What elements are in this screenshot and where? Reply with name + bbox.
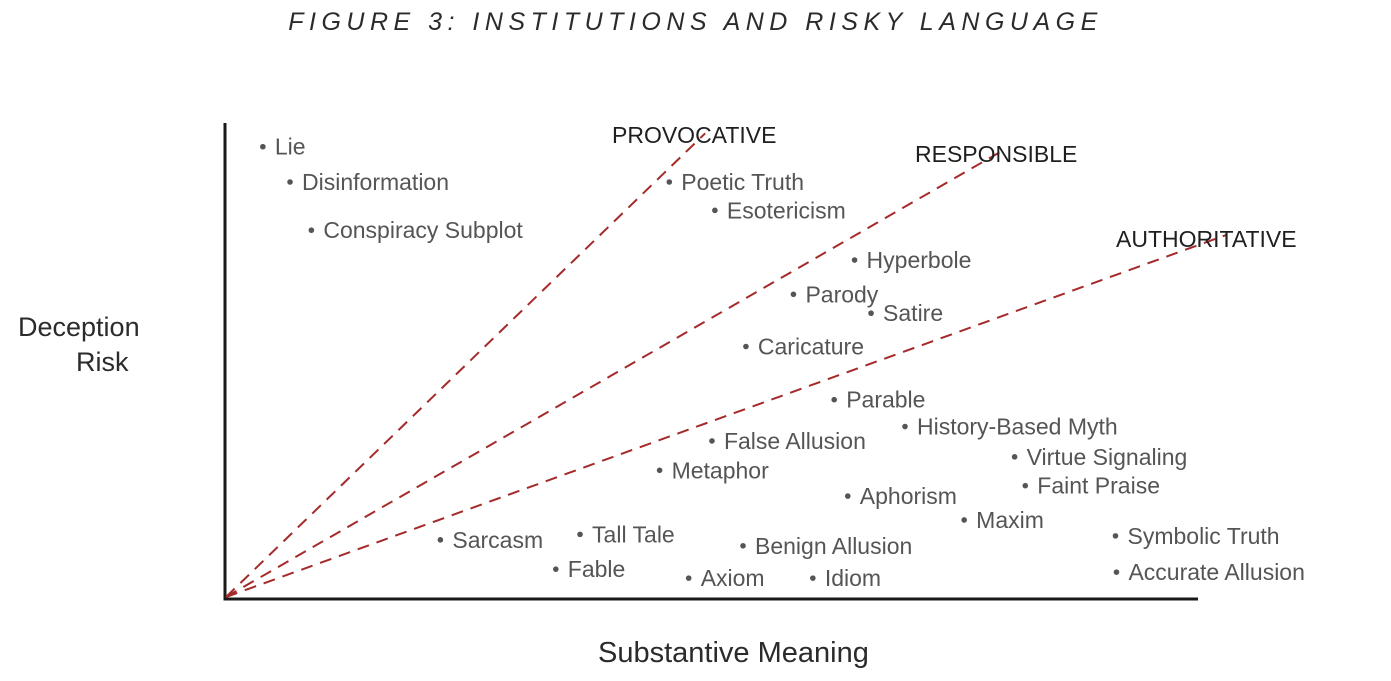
y-axis-label-line-1: Deception bbox=[18, 312, 140, 342]
data-point-label: Metaphor bbox=[672, 457, 770, 483]
data-point-marker bbox=[577, 531, 583, 538]
data-point-idiom: Idiom bbox=[810, 565, 881, 591]
data-point-marker bbox=[831, 396, 837, 403]
data-point-marker bbox=[553, 566, 559, 572]
data-point-label: Sarcasm bbox=[452, 527, 543, 553]
data-point-marker bbox=[712, 207, 718, 214]
data-point-tall-tale: Tall Tale bbox=[577, 521, 675, 547]
chart-title: FIGURE 3: INSTITUTIONS AND RISKY LANGUAG… bbox=[288, 8, 1103, 36]
data-point-axiom: Axiom bbox=[685, 565, 765, 591]
data-point-label: Fable bbox=[568, 556, 626, 582]
data-point-marker bbox=[810, 575, 816, 581]
data-point-label: Accurate Allusion bbox=[1128, 559, 1304, 585]
data-point-marker bbox=[1022, 482, 1029, 489]
y-axis-label-line-2: Risk bbox=[76, 347, 129, 377]
data-point-poetic-truth: Poetic Truth bbox=[666, 169, 804, 195]
reference-lines: PROVOCATIVE RESPONSIBLE AUTHORITATIVE bbox=[225, 122, 1297, 598]
data-point-lie: Lie bbox=[260, 134, 306, 160]
data-point-label: False Allusion bbox=[724, 428, 866, 454]
data-point-marker bbox=[666, 179, 673, 185]
data-point-accurate-allusion: Accurate Allusion bbox=[1113, 559, 1305, 585]
data-points: Lie Disinformation Conspiracy Subplot Poeti… bbox=[260, 134, 1305, 591]
data-point-marker bbox=[709, 438, 715, 444]
data-point-label: Faint Praise bbox=[1037, 473, 1160, 499]
data-point-label: Lie bbox=[275, 134, 306, 160]
data-point-parable: Parable bbox=[831, 387, 925, 413]
data-point-label: Benign Allusion bbox=[755, 533, 912, 559]
data-point-fable: Fable bbox=[553, 556, 625, 582]
data-point-marker bbox=[790, 291, 797, 298]
data-point-marker bbox=[1011, 454, 1018, 460]
data-point-marker bbox=[685, 575, 692, 581]
data-point-label: Axiom bbox=[701, 565, 765, 591]
data-point-marker bbox=[260, 143, 266, 150]
data-point-label: Esotericism bbox=[727, 197, 846, 223]
x-axis-label: Substantive Meaning bbox=[598, 637, 869, 669]
data-point-label: History-Based Myth bbox=[917, 414, 1118, 440]
data-point-label: Idiom bbox=[825, 565, 881, 591]
data-point-hyperbole: Hyperbole bbox=[851, 247, 972, 273]
axes bbox=[223, 123, 1198, 601]
data-point-marker bbox=[961, 517, 967, 523]
data-point-label: Symbolic Truth bbox=[1127, 523, 1279, 549]
data-point-parody: Parody bbox=[790, 281, 879, 307]
data-point-marker bbox=[1113, 569, 1120, 575]
reference-line-label-responsible: RESPONSIBLE bbox=[915, 141, 1077, 167]
data-point-metaphor: Metaphor bbox=[656, 457, 770, 483]
data-point-marker bbox=[902, 423, 908, 430]
data-point-label: Satire bbox=[883, 300, 943, 326]
data-point-conspiracy-subplot: Conspiracy Subplot bbox=[308, 217, 523, 243]
reference-line-label-provocative: PROVOCATIVE bbox=[612, 122, 776, 148]
data-point-false-allusion: False Allusion bbox=[709, 428, 866, 454]
data-point-marker bbox=[844, 493, 851, 499]
data-point-label: Parody bbox=[805, 281, 878, 307]
data-point-caricature: Caricature bbox=[743, 334, 864, 360]
data-point-marker bbox=[740, 543, 746, 549]
data-point-marker bbox=[437, 537, 444, 543]
data-point-label: Conspiracy Subplot bbox=[323, 217, 523, 243]
data-point-marker bbox=[656, 467, 663, 474]
y-axis-label: Deception Risk bbox=[18, 310, 218, 380]
data-point-label: Caricature bbox=[758, 334, 864, 360]
data-point-marker bbox=[308, 227, 315, 234]
data-point-label: Maxim bbox=[976, 507, 1044, 533]
data-point-label: Aphorism bbox=[860, 483, 957, 509]
data-point-marker bbox=[743, 343, 749, 350]
data-point-label: Disinformation bbox=[302, 169, 449, 195]
reference-line-responsible bbox=[225, 147, 1007, 598]
data-point-symbolic-truth: Symbolic Truth bbox=[1112, 523, 1280, 549]
data-point-maxim: Maxim bbox=[961, 507, 1044, 533]
data-point-marker bbox=[287, 179, 293, 185]
data-point-history-based-myth: History-Based Myth bbox=[902, 414, 1118, 440]
data-point-esotericism: Esotericism bbox=[712, 197, 846, 223]
data-point-label: Poetic Truth bbox=[681, 169, 804, 195]
data-point-label: Virtue Signaling bbox=[1027, 444, 1188, 470]
data-point-faint-praise: Faint Praise bbox=[1022, 473, 1160, 499]
data-point-label: Hyperbole bbox=[867, 247, 972, 273]
data-point-marker bbox=[868, 310, 874, 317]
data-point-virtue-signaling: Virtue Signaling bbox=[1011, 444, 1188, 470]
data-point-benign-allusion: Benign Allusion bbox=[740, 533, 912, 559]
data-point-label: Tall Tale bbox=[592, 521, 675, 547]
data-point-marker bbox=[1112, 533, 1119, 539]
data-point-disinformation: Disinformation bbox=[287, 169, 449, 195]
data-point-aphorism: Aphorism bbox=[844, 483, 957, 509]
data-point-marker bbox=[851, 257, 858, 263]
reference-line-label-authoritative: AUTHORITATIVE bbox=[1116, 226, 1297, 252]
data-point-sarcasm: Sarcasm bbox=[437, 527, 543, 553]
data-point-label: Parable bbox=[846, 387, 925, 413]
reference-line-authoritative bbox=[225, 233, 1228, 598]
reference-line-provocative bbox=[225, 132, 706, 598]
data-point-satire: Satire bbox=[868, 300, 943, 326]
